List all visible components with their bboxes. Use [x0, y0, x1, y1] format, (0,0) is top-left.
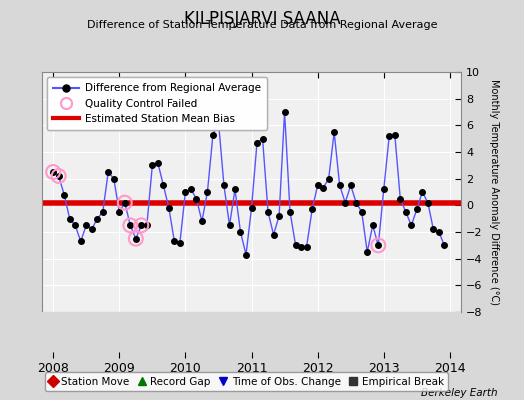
Text: KILPISJARVI SAANA: KILPISJARVI SAANA [184, 10, 340, 28]
Point [49, 169, 57, 175]
Text: Difference of Station Temperature Data from Regional Average: Difference of Station Temperature Data f… [87, 20, 437, 30]
Point [54, 173, 63, 179]
Y-axis label: Monthly Temperature Anomaly Difference (°C): Monthly Temperature Anomaly Difference (… [489, 79, 499, 305]
Point [132, 236, 140, 242]
Legend: Station Move, Record Gap, Time of Obs. Change, Empirical Break: Station Move, Record Gap, Time of Obs. C… [45, 372, 448, 391]
Point [137, 222, 146, 228]
Point [374, 242, 383, 248]
Legend: Difference from Regional Average, Quality Control Failed, Estimated Station Mean: Difference from Regional Average, Qualit… [47, 77, 267, 130]
Point [121, 200, 129, 206]
Text: Berkeley Earth: Berkeley Earth [421, 388, 498, 398]
Point [126, 222, 135, 228]
